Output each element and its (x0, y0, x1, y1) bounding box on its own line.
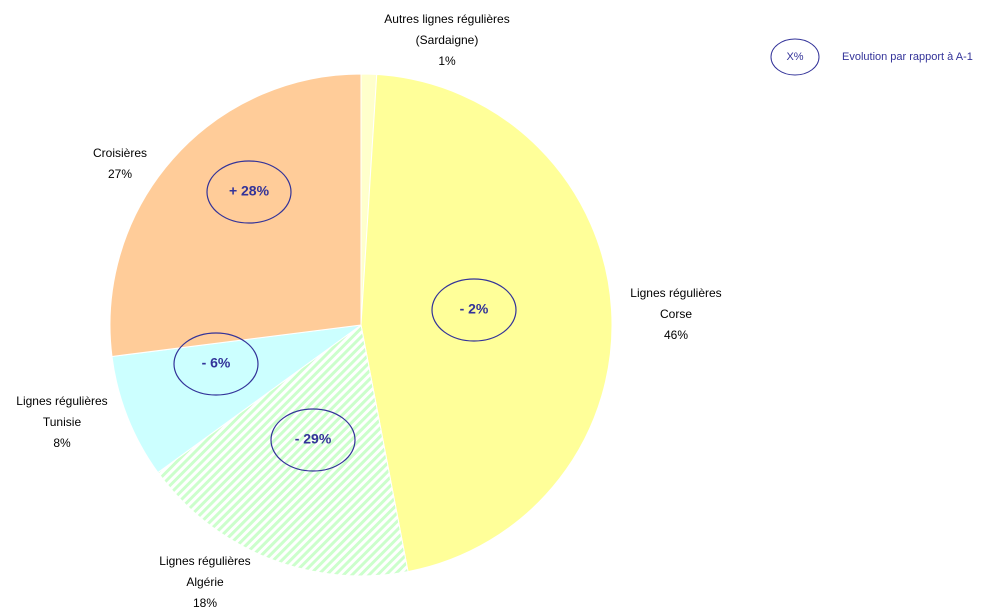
slice-label: Corse (660, 307, 692, 321)
slice-label: Autres lignes régulières (384, 12, 509, 26)
slice-label: (Sardaigne) (416, 33, 479, 47)
slice-label: Lignes régulières (630, 286, 721, 300)
pie-slice (157, 324, 409, 577)
slice-value: 27% (108, 167, 132, 181)
legend-text: Evolution par rapport à A-1 (842, 51, 973, 63)
slice-label: Lignes régulières (16, 394, 107, 408)
slice-value: 1% (438, 54, 456, 68)
slice-label: Tunisie (43, 415, 82, 429)
slice-value: 46% (664, 328, 688, 342)
evolution-label: + 28% (229, 183, 270, 199)
evolution-circle (173, 332, 259, 396)
legend-symbol-text: X% (786, 51, 803, 63)
slice-label: Croisières (93, 146, 147, 160)
legend-symbol (770, 38, 820, 76)
pie-slice (109, 73, 362, 358)
slice-label: Algérie (186, 575, 224, 589)
evolution-label: - 29% (295, 431, 332, 447)
slice-value: 18% (193, 596, 217, 609)
slice-label: Lignes régulières (159, 554, 250, 568)
evolution-circle (431, 278, 517, 342)
evolution-label: - 2% (460, 301, 489, 317)
pie-slice (360, 73, 613, 573)
slice-value: 8% (53, 436, 71, 450)
evolution-circle (206, 160, 292, 224)
evolution-circle (270, 408, 356, 472)
evolution-label: - 6% (202, 355, 231, 371)
